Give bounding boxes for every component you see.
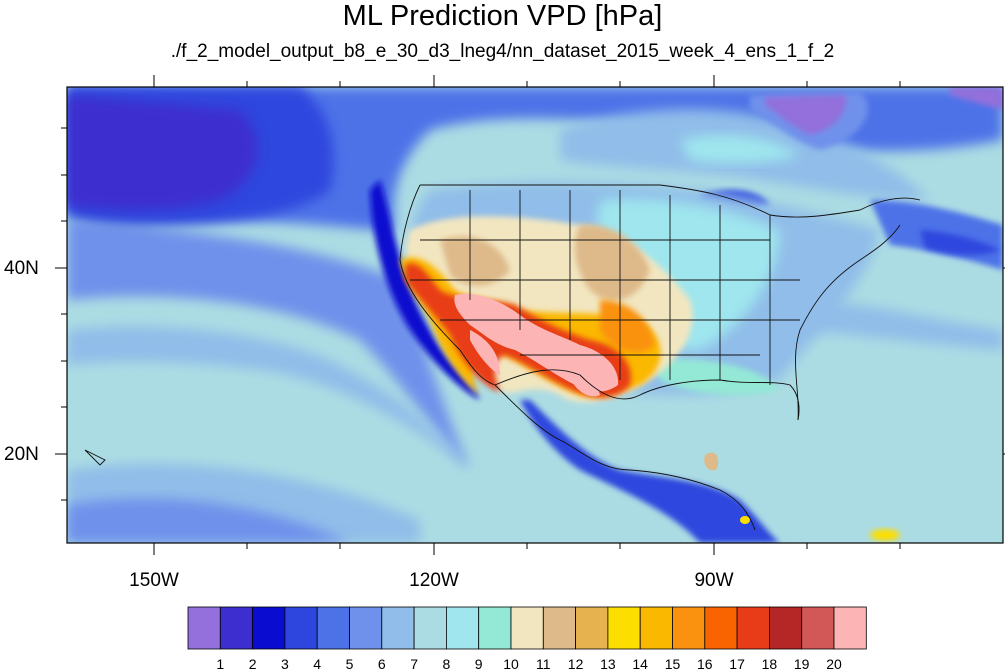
colorbar-label: 1 [216,656,225,672]
colorbar-swatch [575,606,609,650]
colorbar-label: 6 [377,656,386,672]
colorbar-swatch [607,606,641,650]
colorbar-swatch [769,606,803,650]
colorbar-swatch [639,606,673,650]
colorbar-label: 4 [313,656,322,672]
lon-label-90w: 90W [694,570,734,591]
axis-ticks [55,75,1005,555]
colorbar-label: 15 [664,656,681,672]
colorbar-label: 19 [793,656,810,672]
lon-label-120w: 120W [409,570,459,591]
colorbar-label: 13 [600,656,616,672]
colorbar-label: 7 [410,656,418,672]
colorbar-label: 14 [632,656,648,672]
lat-label-40n: 40N [4,258,39,279]
vpd-map [55,75,1005,555]
colorbar-label: 5 [345,656,354,672]
colorbar-label: 16 [697,656,713,672]
state-boundaries [84,184,921,531]
colorbar-label: 12 [567,656,584,672]
map-subtitle: ./f_2_model_output_b8_e_30_d3_lneg4/nn_d… [170,41,835,62]
colorbar-swatch [381,606,415,650]
colorbar-swatch [187,606,221,650]
colorbar-label: 11 [536,656,551,672]
colorbar-swatch [349,606,383,650]
colorbar [187,606,867,650]
colorbar-swatch [413,606,447,650]
colorbar-label: 10 [503,656,519,672]
colorbar-label: 8 [442,656,451,672]
colorbar-swatch [542,606,576,650]
colorbar-label: 3 [280,656,289,672]
colorbar-label: 17 [729,656,745,672]
map-title: ML Prediction VPD [hPa] [342,0,663,32]
colorbar-swatch [316,606,350,650]
colorbar-label: 9 [474,656,483,672]
colorbar-label: 20 [826,656,842,672]
colorbar-swatch [736,606,770,650]
colorbar-swatch [478,606,512,650]
colorbar-swatch [801,606,835,650]
lat-label-20n: 20N [4,444,39,465]
colorbar-swatch [672,606,706,650]
lon-label-150w: 150W [129,570,179,591]
colorbar-swatch [833,606,867,650]
colorbar-label: 18 [761,656,778,672]
map-frame [66,86,1004,544]
colorbar-swatch [252,606,286,650]
colorbar-swatch [445,606,480,650]
colorbar-swatch [284,606,318,650]
colorbar-swatch [219,606,253,650]
colorbar-label: 2 [248,656,257,672]
colorbar-swatch [510,606,544,650]
vpd-field [67,87,1003,543]
colorbar-swatch [704,606,738,650]
